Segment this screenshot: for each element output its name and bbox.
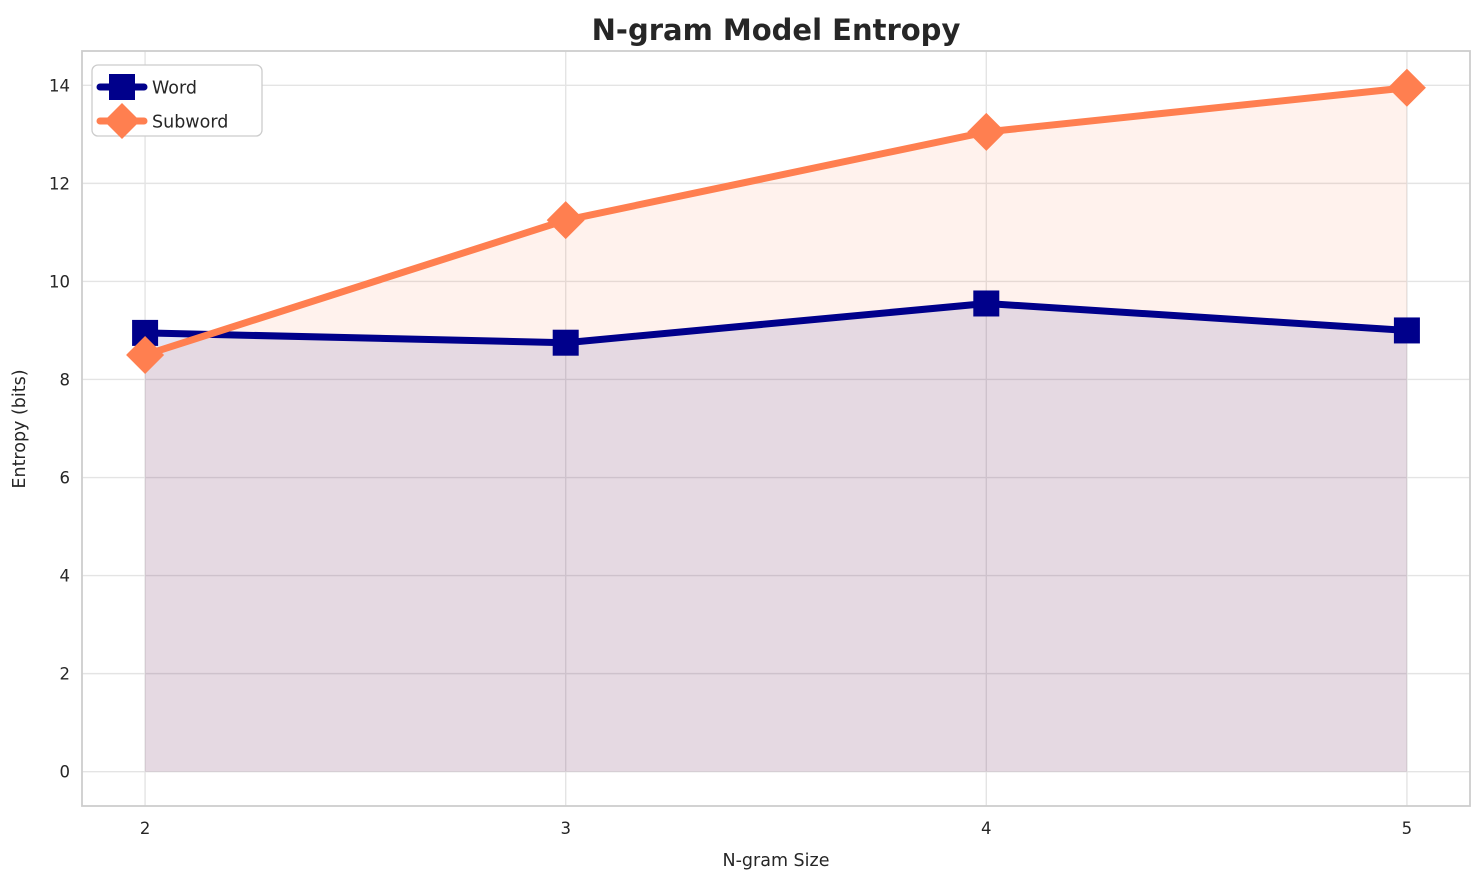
y-tick-label-2: 2 — [60, 665, 71, 684]
subword-marker — [967, 112, 1006, 151]
axes-border-layer — [81, 50, 1471, 807]
subword-marker — [546, 201, 585, 240]
y-tick-label-6: 6 — [60, 469, 71, 488]
word-marker — [973, 290, 1000, 317]
x-axis-label: N-gram Size — [723, 851, 830, 871]
subword-line — [141, 84, 1411, 359]
y-tick-label-14: 14 — [49, 76, 70, 95]
word-marker — [552, 329, 579, 356]
legend: Word Subword — [91, 64, 263, 139]
y-tick-label-10: 10 — [49, 272, 70, 291]
legend-label-subword: Subword — [152, 113, 228, 133]
y-axis-label: Entropy (bits) — [10, 369, 30, 488]
legend-subword-diamond-marker-icon — [104, 103, 140, 139]
x-tick-label-3: 3 — [560, 819, 571, 838]
word-marker — [1393, 317, 1420, 344]
legend-word-square-marker-icon — [109, 74, 135, 100]
subword-area-fill — [145, 87, 1407, 772]
legend-label-word: Word — [152, 79, 197, 99]
grid-layer — [82, 51, 1470, 806]
x-tick-label-5: 5 — [1402, 819, 1413, 838]
word-line — [141, 299, 1411, 347]
x-tick-label-4: 4 — [981, 819, 992, 838]
tick-label-layer: 0 2 4 6 8 10 12 14 2 3 4 5 — [49, 76, 1412, 838]
y-tick-label-4: 4 — [60, 567, 71, 586]
x-tick-label-2: 2 — [140, 819, 151, 838]
chart-title: N-gram Model Entropy — [592, 13, 961, 47]
word-area-fill — [145, 303, 1407, 772]
y-tick-label-8: 8 — [60, 370, 71, 389]
y-tick-label-0: 0 — [60, 763, 71, 782]
subword-marker — [126, 335, 165, 374]
area-fill-layer — [145, 87, 1407, 772]
series-layer — [126, 68, 1426, 374]
y-tick-label-12: 12 — [49, 174, 70, 193]
axes-border — [81, 50, 1471, 807]
subword-marker — [1387, 68, 1426, 107]
